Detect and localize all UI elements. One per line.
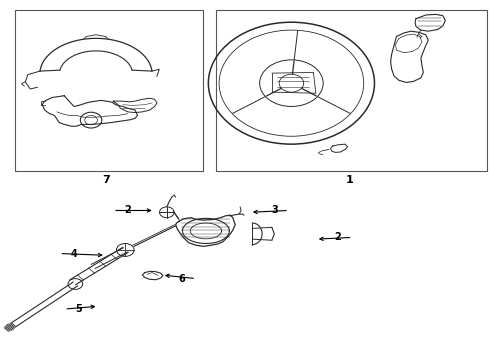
Text: 5: 5 — [75, 304, 82, 314]
Text: 4: 4 — [71, 248, 77, 258]
Text: 7: 7 — [102, 175, 110, 185]
Text: 6: 6 — [178, 274, 185, 284]
Bar — [15, 10, 203, 171]
Text: 2: 2 — [334, 232, 341, 242]
Text: 2: 2 — [124, 206, 131, 216]
Text: 1: 1 — [346, 175, 354, 185]
Text: 3: 3 — [271, 206, 278, 216]
Bar — [216, 10, 487, 171]
